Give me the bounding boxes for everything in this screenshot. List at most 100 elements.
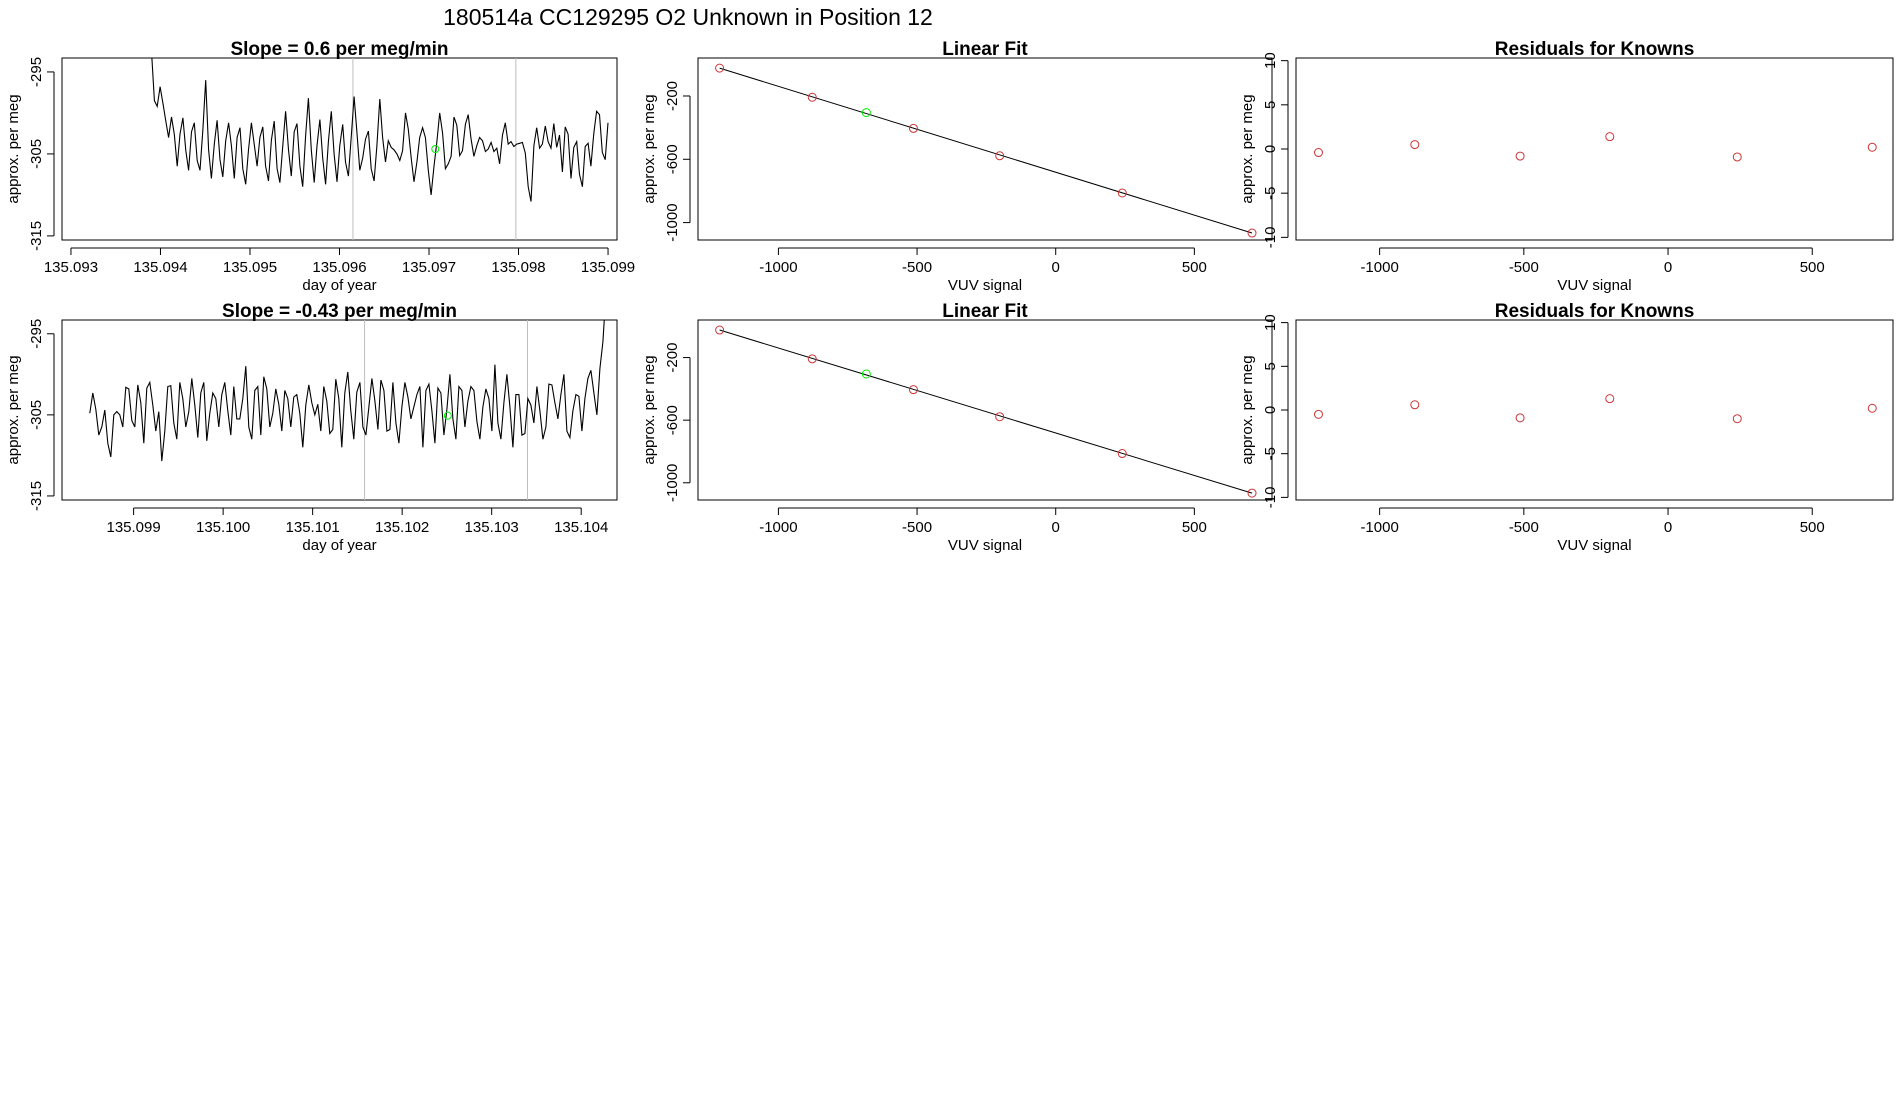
x-tick-label: 135.097: [402, 259, 456, 276]
plot-frame: [61, 57, 618, 241]
residual-point: [1313, 148, 1323, 158]
x-axis: -1000 -500 0 500: [759, 247, 1207, 276]
x-tick-label: 135.099: [581, 259, 635, 276]
residual-point: [1605, 132, 1615, 142]
y-axis-label: approx. per meg: [641, 94, 658, 203]
x-tick-label: 0: [1664, 259, 1672, 276]
x-tick-label: 135.094: [133, 259, 187, 276]
fit-line: [719, 329, 1253, 494]
plot-frame: [697, 57, 1273, 241]
known-point: [715, 63, 725, 73]
y-tick-label: -315: [28, 221, 45, 251]
unknown-marker-point: [443, 411, 452, 420]
x-tick-label: 135.093: [44, 259, 98, 276]
x-tick-label: -1000: [759, 259, 797, 276]
known-point: [1247, 228, 1257, 238]
y-tick-label: 10: [1262, 314, 1279, 331]
residual-point: [1867, 142, 1877, 152]
panel-title: Linear Fit: [942, 39, 1028, 60]
panel-title: Residuals for Knowns: [1495, 39, 1695, 60]
panel-fit1: Linear Fit -1000 -500 0 500 VUV signal -200 -60…: [641, 39, 1273, 294]
y-tick-label: 5: [1262, 362, 1279, 370]
panel-title: Slope = -0.43 per meg/min: [222, 301, 457, 322]
y-tick-label: -315: [28, 481, 45, 511]
panel-fit2: Linear Fit -1000 -500 0 500 VUV signal -200 -60…: [641, 301, 1273, 554]
figure-main-title: 180514a CC129295 O2 Unknown in Position …: [443, 4, 933, 30]
x-tick-label: -500: [1509, 519, 1539, 536]
y-tick-label: -200: [664, 81, 681, 111]
plot-area: [151, 58, 609, 240]
x-axis: 135.099 135.100 135.101 135.102 135.103 135.1…: [106, 507, 608, 536]
plot-area: [89, 320, 605, 500]
x-tick-label: -1000: [1360, 519, 1398, 536]
y-tick-label: 10: [1262, 52, 1279, 69]
x-axis: 135.093 135.094 135.095 135.096 135.097 135.0…: [44, 247, 635, 276]
x-axis-label: VUV signal: [1557, 537, 1631, 554]
y-tick-label: -295: [28, 319, 45, 349]
y-axis: -295 -305 -315: [28, 319, 55, 511]
y-tick-label: -600: [664, 405, 681, 435]
known-point: [995, 412, 1005, 422]
known-point: [1117, 449, 1127, 459]
plot-frame: [61, 319, 618, 501]
residual-point: [1515, 151, 1525, 161]
y-axis-label: approx. per meg: [5, 355, 22, 464]
x-tick-label: 135.098: [491, 259, 545, 276]
unknown-point: [861, 369, 871, 379]
residual-point: [1605, 394, 1615, 404]
y-tick-label: 5: [1262, 101, 1279, 109]
x-tick-label: 0: [1052, 259, 1060, 276]
x-tick-label: 135.101: [286, 519, 340, 536]
x-tick-label: -500: [902, 259, 932, 276]
y-tick-label: -305: [28, 139, 45, 169]
series-line: [89, 320, 605, 462]
residual-point: [1515, 413, 1525, 423]
y-tick-label: -200: [664, 343, 681, 373]
panel-title: Linear Fit: [942, 301, 1028, 322]
y-tick-label: -10: [1262, 487, 1279, 509]
residual-point: [1732, 414, 1742, 424]
known-point: [908, 123, 918, 133]
x-tick-label: -500: [902, 519, 932, 536]
x-tick-label: 135.096: [312, 259, 366, 276]
panel-ts2: Slope = -0.43 per meg/min 135.099 135.100 1…: [5, 301, 618, 554]
y-axis: 10 5 0 -5 -10: [1262, 52, 1289, 248]
known-point: [995, 151, 1005, 161]
plot-frame: [1295, 57, 1894, 241]
x-tick-label: -500: [1509, 259, 1539, 276]
residual-point: [1732, 152, 1742, 162]
y-axis-label: approx. per meg: [1239, 355, 1256, 464]
y-tick-label: -295: [28, 57, 45, 87]
residual-point: [1410, 400, 1420, 410]
panel-title: Residuals for Knowns: [1495, 301, 1695, 322]
panel-title: Slope = 0.6 per meg/min: [230, 39, 448, 60]
unknown-marker-point: [431, 145, 440, 153]
panel-res1: Residuals for Knowns -1000 -500 0 500 VUV sig…: [1239, 39, 1894, 294]
y-axis-label: approx. per meg: [1239, 94, 1256, 203]
y-axis-label: approx. per meg: [641, 355, 658, 464]
residual-point: [1410, 140, 1420, 150]
residual-point: [1313, 409, 1323, 419]
x-tick-label: 135.095: [223, 259, 277, 276]
y-tick-label: -5: [1262, 187, 1279, 200]
known-point: [908, 385, 918, 395]
known-point: [807, 354, 817, 364]
known-point: [1117, 188, 1127, 198]
plot-area: [715, 63, 1257, 238]
y-axis: 10 5 0 -5 -10: [1262, 314, 1289, 509]
x-axis-label: day of year: [302, 277, 376, 294]
x-tick-label: 500: [1800, 519, 1825, 536]
plot-frame: [1295, 319, 1894, 501]
known-point: [807, 92, 817, 102]
x-tick-label: 135.099: [106, 519, 160, 536]
y-tick-label: -600: [664, 144, 681, 174]
x-tick-label: 135.103: [465, 519, 519, 536]
x-tick-label: 500: [1182, 519, 1207, 536]
x-tick-label: 500: [1182, 259, 1207, 276]
known-point: [715, 325, 725, 335]
plot-area: [1313, 132, 1877, 162]
plot-frame: [697, 319, 1273, 501]
y-tick-label: -1000: [664, 464, 681, 502]
